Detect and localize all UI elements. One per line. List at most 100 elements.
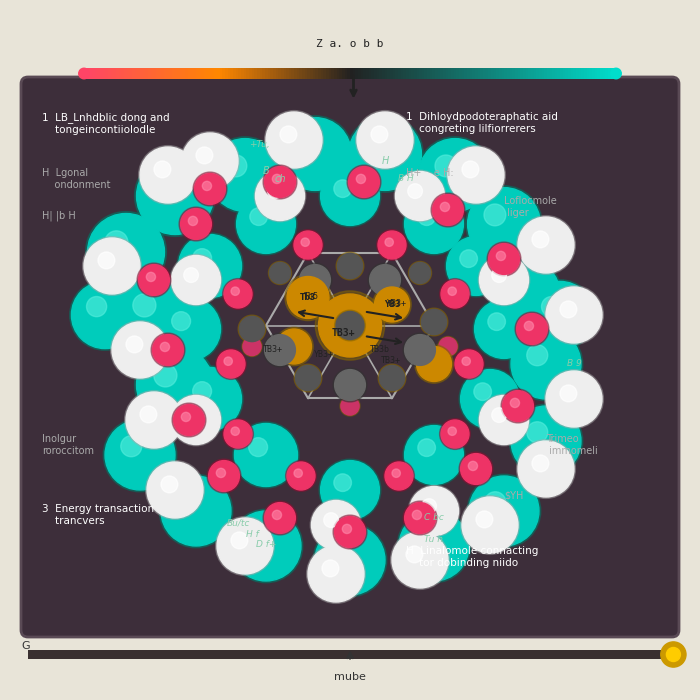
Circle shape: [263, 501, 297, 535]
Bar: [371, 69, 374, 79]
Circle shape: [160, 475, 232, 547]
Bar: [228, 69, 231, 79]
Bar: [483, 69, 486, 79]
Circle shape: [460, 250, 477, 267]
Circle shape: [459, 452, 493, 486]
Bar: [515, 69, 518, 79]
Circle shape: [158, 298, 220, 360]
Bar: [547, 69, 550, 79]
Circle shape: [349, 167, 379, 197]
Bar: [523, 69, 526, 79]
Circle shape: [441, 420, 469, 448]
Circle shape: [254, 170, 306, 222]
Bar: [552, 69, 556, 79]
Circle shape: [408, 485, 460, 537]
Circle shape: [333, 515, 367, 549]
Circle shape: [405, 335, 435, 365]
Bar: [517, 69, 521, 79]
Bar: [140, 69, 143, 79]
Circle shape: [480, 256, 528, 304]
Text: Trimeo
 immomeli: Trimeo immomeli: [546, 434, 598, 456]
Text: Tb: Tb: [344, 321, 356, 330]
Bar: [366, 69, 370, 79]
Bar: [566, 69, 569, 79]
Bar: [188, 69, 191, 79]
Circle shape: [468, 461, 477, 470]
Bar: [116, 69, 119, 79]
Circle shape: [137, 263, 171, 297]
Text: ch: ch: [274, 174, 286, 183]
Text: B 9: B 9: [566, 360, 582, 368]
Circle shape: [315, 525, 385, 595]
Circle shape: [478, 254, 530, 306]
Circle shape: [333, 368, 367, 402]
Bar: [382, 69, 385, 79]
Bar: [105, 69, 108, 79]
Bar: [167, 69, 170, 79]
Circle shape: [447, 146, 505, 204]
Circle shape: [406, 546, 423, 563]
Bar: [414, 69, 417, 79]
Circle shape: [237, 195, 295, 253]
Bar: [379, 69, 383, 79]
Bar: [570, 69, 574, 79]
Circle shape: [224, 420, 252, 448]
Bar: [254, 69, 258, 79]
Text: H  Lgonal
    ondonment: H Lgonal ondonment: [42, 168, 111, 190]
Circle shape: [209, 139, 281, 211]
Circle shape: [276, 329, 312, 364]
Bar: [251, 69, 255, 79]
Bar: [427, 69, 430, 79]
Circle shape: [377, 230, 407, 260]
Circle shape: [339, 314, 361, 337]
Bar: [161, 69, 164, 79]
Circle shape: [526, 345, 547, 365]
Circle shape: [202, 181, 211, 190]
Bar: [316, 69, 318, 79]
Circle shape: [330, 540, 351, 561]
Bar: [568, 69, 571, 79]
Circle shape: [263, 165, 297, 199]
Text: Tb3: Tb3: [300, 293, 316, 302]
Circle shape: [177, 233, 243, 299]
Circle shape: [85, 211, 167, 293]
Circle shape: [356, 111, 414, 169]
Circle shape: [172, 312, 190, 330]
Circle shape: [510, 405, 582, 477]
Bar: [356, 69, 358, 79]
Text: Inolgur
roroccitom: Inolgur roroccitom: [42, 434, 94, 456]
Circle shape: [265, 167, 295, 197]
Circle shape: [518, 441, 574, 497]
Circle shape: [462, 497, 518, 553]
Circle shape: [71, 281, 139, 349]
Circle shape: [231, 287, 239, 295]
Bar: [206, 69, 210, 79]
Text: H+    e H:: H+ e H:: [406, 168, 454, 178]
Circle shape: [468, 188, 540, 260]
Circle shape: [177, 366, 243, 432]
Circle shape: [231, 511, 301, 581]
Bar: [560, 69, 564, 79]
Text: 1  Dihloydpodoteraphatic aid
    congreting lilfiorrerers: 1 Dihloydpodoteraphatic aid congreting l…: [406, 112, 558, 134]
Circle shape: [346, 116, 424, 192]
Bar: [542, 69, 545, 79]
Circle shape: [276, 116, 354, 192]
Circle shape: [234, 424, 298, 486]
Circle shape: [217, 350, 245, 378]
Circle shape: [111, 321, 169, 379]
Circle shape: [216, 349, 246, 379]
Bar: [103, 69, 106, 79]
Bar: [177, 69, 181, 79]
Bar: [563, 69, 566, 79]
Circle shape: [466, 186, 542, 262]
Text: Bu/tc: Bu/tc: [226, 519, 250, 527]
Circle shape: [319, 165, 381, 227]
Circle shape: [337, 253, 363, 279]
Bar: [318, 69, 321, 79]
Bar: [223, 69, 225, 79]
Bar: [198, 69, 202, 79]
Circle shape: [491, 407, 507, 422]
Circle shape: [503, 391, 533, 421]
Bar: [148, 69, 151, 79]
Circle shape: [459, 368, 521, 430]
